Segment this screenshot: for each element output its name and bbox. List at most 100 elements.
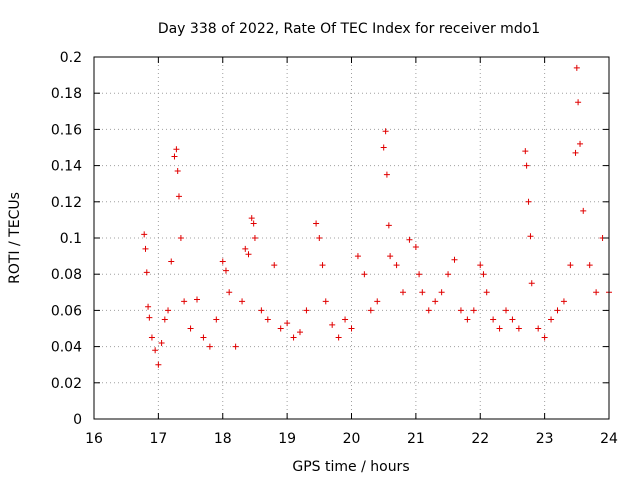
- data-point: [146, 314, 153, 321]
- data-point: [541, 334, 548, 341]
- y-axis-label: ROTI / TECUs: [7, 192, 23, 284]
- data-point: [432, 298, 439, 305]
- data-point: [251, 235, 258, 241]
- data-point: [548, 316, 555, 323]
- data-point: [572, 149, 579, 156]
- data-point: [248, 215, 255, 222]
- data-point: [232, 343, 239, 350]
- data-point: [148, 334, 155, 341]
- data-point: [445, 271, 452, 278]
- data-point: [573, 64, 580, 71]
- y-tick-label: 0.04: [51, 340, 82, 356]
- y-tick-label: 0: [73, 412, 82, 428]
- data-point: [464, 316, 471, 323]
- data-point: [335, 334, 342, 341]
- data-point: [457, 307, 464, 314]
- data-point: [316, 235, 323, 241]
- data-point: [250, 220, 257, 227]
- data-point: [226, 289, 233, 296]
- x-tick-label: 19: [278, 431, 296, 447]
- y-tick-label: 0.16: [51, 122, 82, 138]
- data-point: [145, 303, 152, 310]
- data-point: [480, 271, 487, 278]
- y-tick-label: 0.1: [60, 231, 82, 247]
- data-point: [297, 329, 303, 336]
- data-point: [354, 253, 361, 260]
- y-tick-label: 0.14: [51, 159, 82, 175]
- data-point: [319, 262, 326, 269]
- data-point: [206, 343, 213, 350]
- y-tick-labels: 0 0.02 0.04 0.06 0.08 0.1 0.12 0.14 0.16 0.18 0.2: [51, 50, 82, 428]
- data-point: [367, 307, 374, 314]
- data-point: [284, 320, 291, 327]
- data-point: [400, 289, 406, 296]
- data-point: [141, 231, 148, 238]
- data-point: [174, 168, 181, 175]
- data-point: [385, 222, 392, 229]
- y-tick-label: 0.06: [51, 303, 82, 319]
- data-point: [222, 267, 229, 274]
- data-point: [168, 258, 175, 265]
- data-point: [523, 162, 530, 169]
- data-point: [158, 339, 165, 346]
- data-point: [277, 325, 284, 332]
- x-tick-label: 24: [600, 431, 618, 447]
- data-points: [141, 64, 612, 368]
- data-point: [451, 256, 458, 263]
- data-point: [213, 316, 220, 323]
- data-point: [412, 244, 419, 251]
- data-point: [329, 321, 336, 328]
- x-tick-label: 21: [407, 431, 425, 447]
- x-tick-label: 16: [85, 431, 103, 447]
- data-point: [470, 307, 477, 314]
- axis-ticks: [93, 56, 610, 420]
- y-tick-label: 0.08: [51, 267, 82, 283]
- data-point: [161, 316, 168, 323]
- data-point: [322, 298, 329, 305]
- data-point: [577, 140, 584, 147]
- data-point: [382, 128, 389, 135]
- data-point: [438, 289, 445, 296]
- data-point: [194, 296, 200, 303]
- data-point: [155, 361, 162, 368]
- data-point: [535, 325, 542, 332]
- x-tick-label: 20: [343, 431, 361, 447]
- data-point: [239, 298, 246, 305]
- data-point: [142, 245, 149, 252]
- data-point: [258, 307, 265, 314]
- data-point: [575, 99, 582, 106]
- data-point: [525, 198, 532, 205]
- y-tick-label: 0.02: [51, 376, 82, 392]
- y-tick-label: 0.12: [51, 195, 82, 211]
- data-point: [290, 334, 297, 341]
- data-point: [361, 271, 368, 278]
- x-tick-label: 22: [471, 431, 489, 447]
- data-point: [303, 307, 310, 314]
- data-point: [554, 307, 561, 314]
- x-axis-label: GPS time / hours: [292, 459, 409, 475]
- data-point: [496, 325, 503, 332]
- x-tick-label: 23: [536, 431, 554, 447]
- data-point: [313, 220, 320, 227]
- data-point: [187, 325, 194, 332]
- data-point: [509, 316, 516, 323]
- data-point: [490, 316, 497, 323]
- data-point: [560, 298, 567, 305]
- chart-title: Day 338 of 2022, Rate Of TEC Index for r…: [158, 21, 540, 37]
- data-point: [152, 347, 159, 354]
- data-point: [483, 289, 490, 296]
- y-tick-label: 0.18: [51, 86, 82, 102]
- x-tick-label: 17: [149, 431, 167, 447]
- data-point: [425, 307, 432, 314]
- data-point: [419, 289, 426, 296]
- data-point: [503, 307, 509, 314]
- data-point: [380, 144, 387, 151]
- data-point: [271, 262, 278, 269]
- data-point: [383, 171, 390, 178]
- data-point: [264, 316, 271, 323]
- data-point: [374, 298, 381, 305]
- data-point: [177, 235, 184, 241]
- data-point: [477, 262, 484, 269]
- data-point: [171, 153, 178, 160]
